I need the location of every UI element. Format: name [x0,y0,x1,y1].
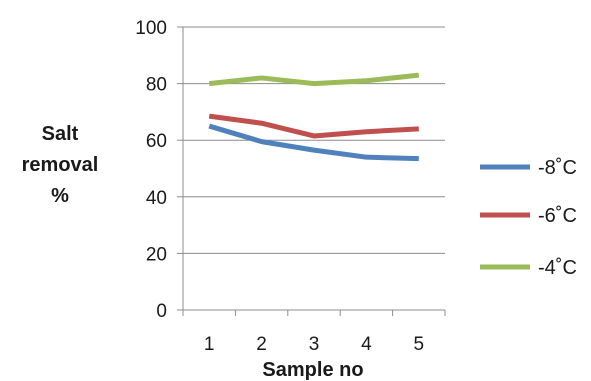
y-tick-label: 40 [146,188,167,209]
legend-label: -6˚C [538,205,577,227]
legend: -8˚C -6˚C -4˚C [480,157,577,279]
x-tick-labels: 1 2 3 4 5 [182,310,446,355]
y-axis-title: Salt removal% [22,123,99,207]
series-line [208,72,420,87]
x-tick-label: 5 [414,334,425,355]
y-tick-label: 100 [135,18,167,39]
x-tick-label: 2 [256,334,267,355]
data-series [208,72,420,162]
series-line [208,123,419,162]
x-tick-label: 1 [204,334,215,355]
x-tick-label: 3 [309,334,320,355]
y-tick-labels: 0 20 40 60 80 100 [135,18,183,322]
series-line [208,113,419,139]
x-tick-label: 4 [361,334,372,355]
axes [182,27,445,311]
y-tick-label: 0 [156,301,167,322]
grid-lines [183,26,445,254]
legend-label: -4˚C [538,257,577,279]
y-tick-label: 20 [146,244,167,265]
y-tick-label: 80 [146,75,167,96]
x-axis-title: Sample no [262,359,363,381]
y-tick-label: 60 [146,131,167,152]
legend-label: -8˚C [538,157,577,179]
